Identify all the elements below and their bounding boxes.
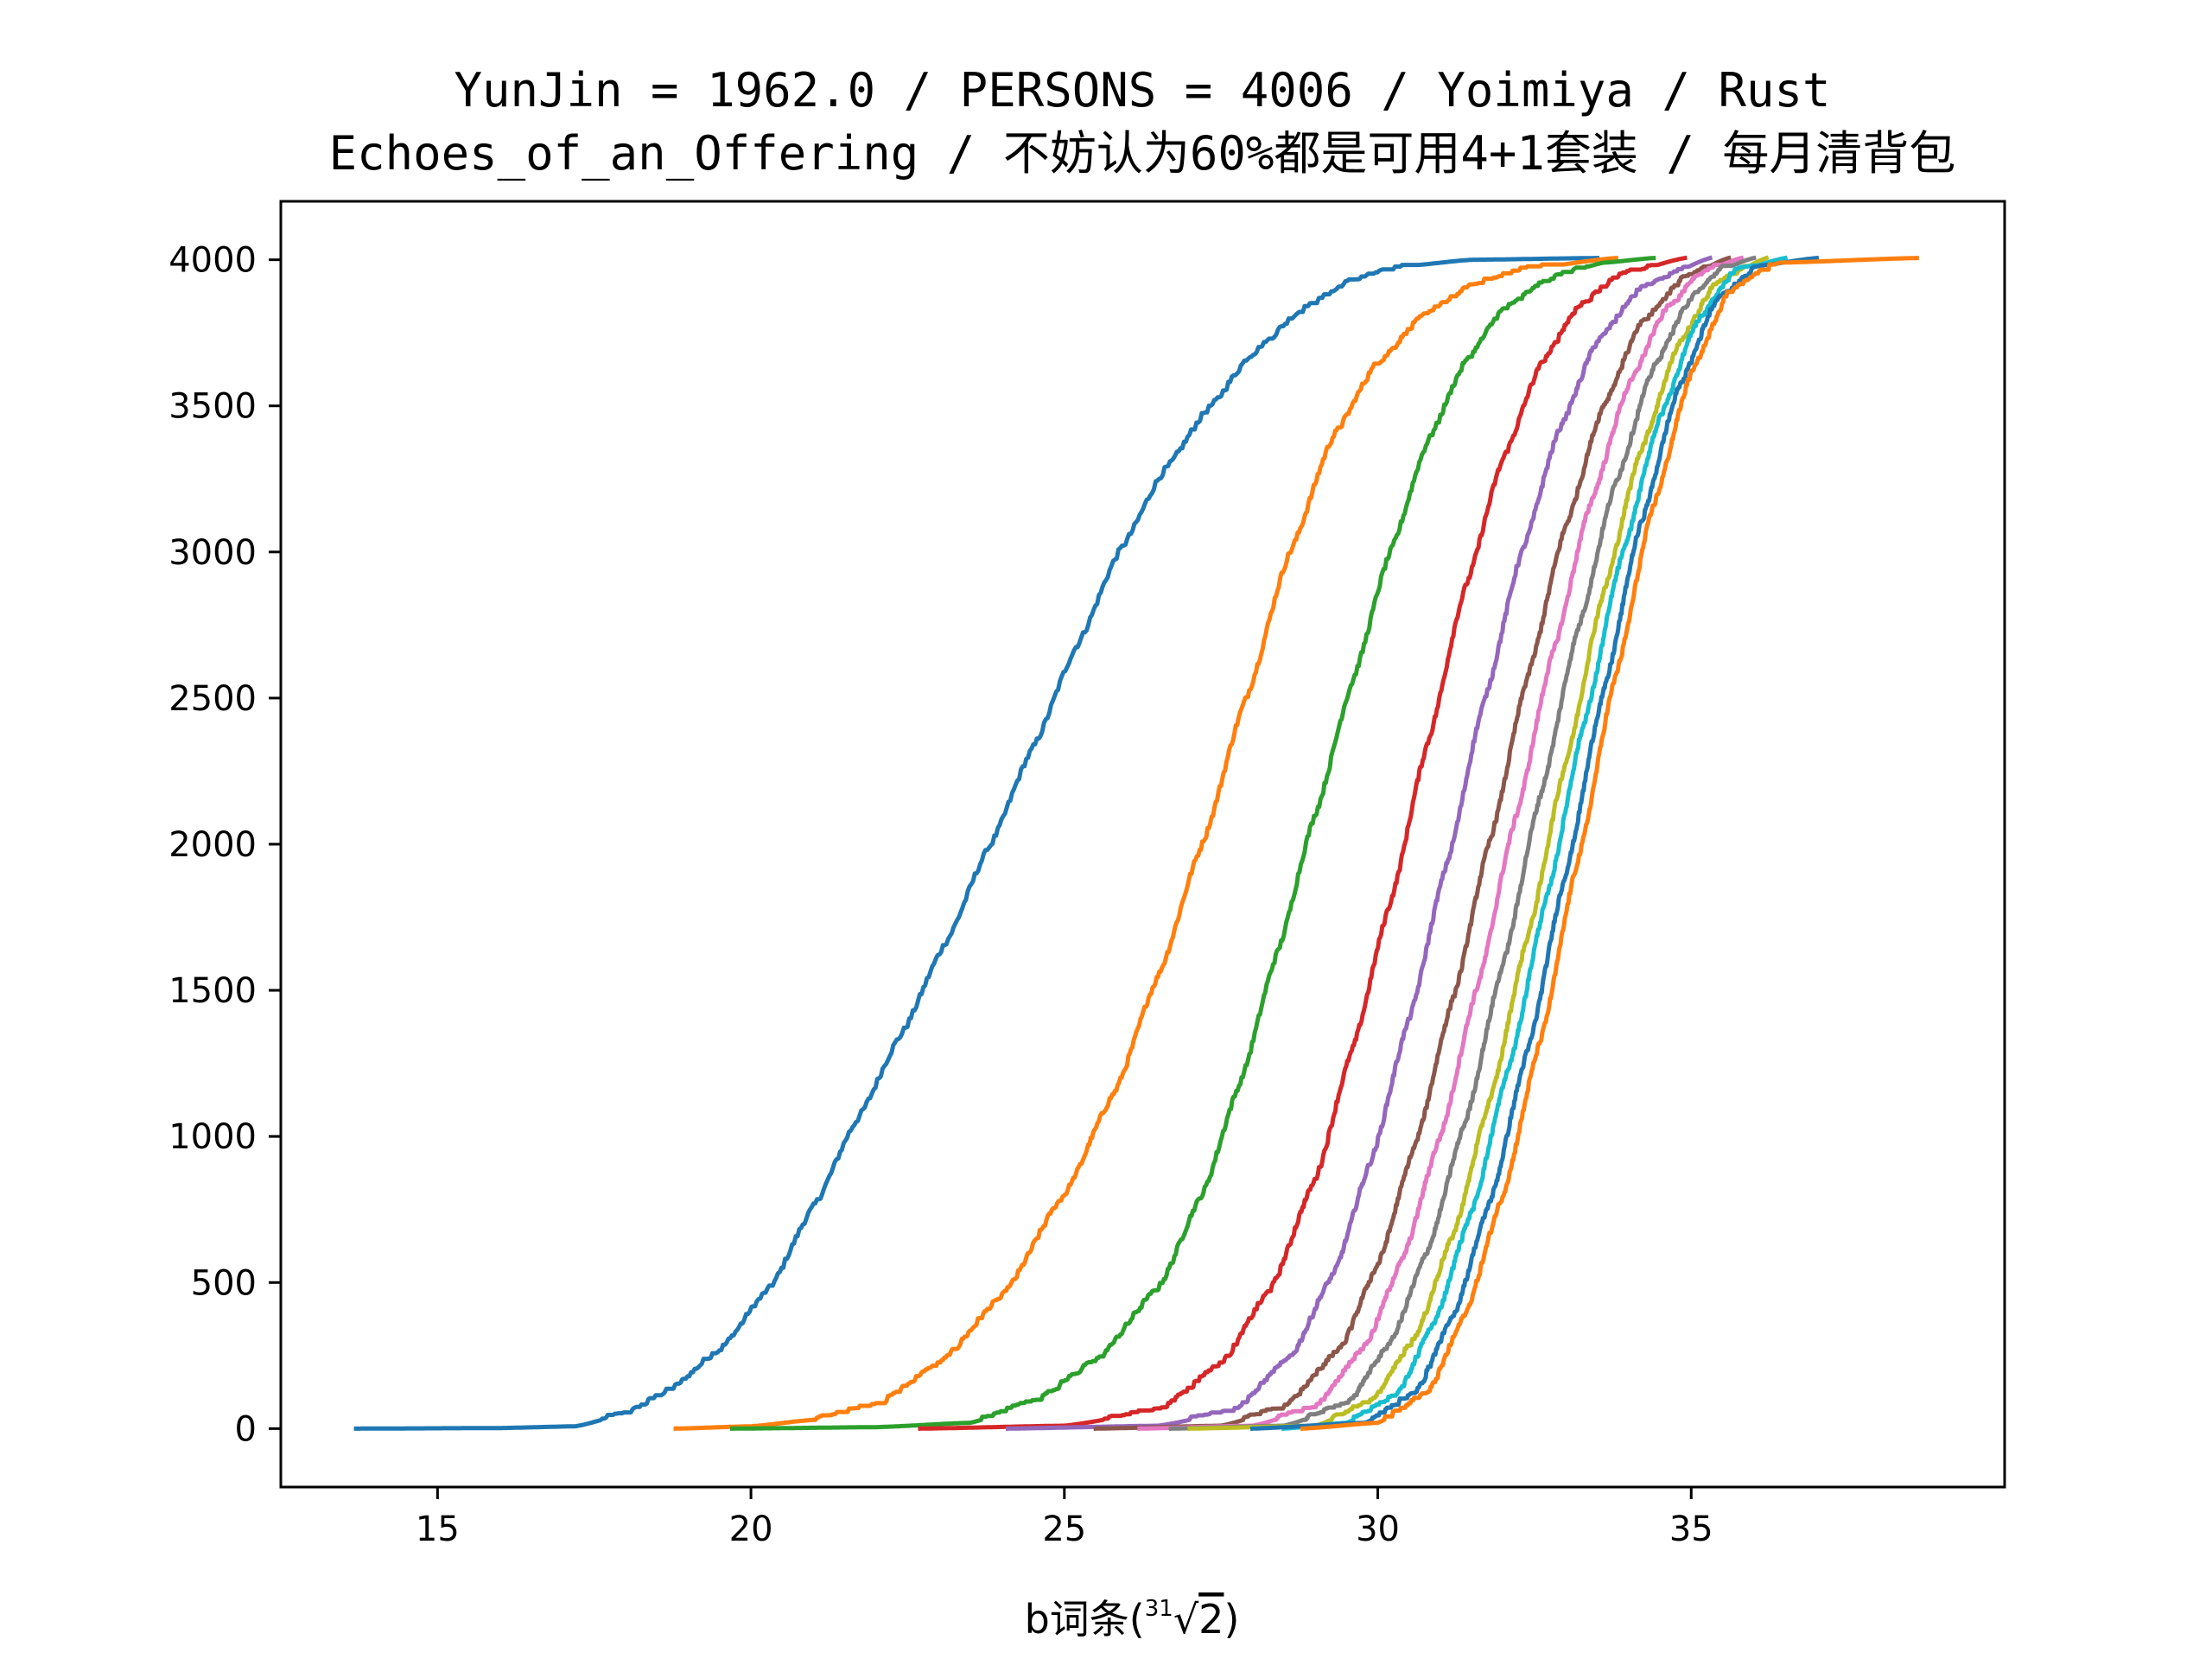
chart-title-line-1: YunJin = 1962.0 / PERSONS = 4006 / Yoimi… [454,63,1830,118]
series-line-3 [729,255,1656,1431]
x-tick-label: 30 [1356,1510,1400,1549]
y-tick-label: 1000 [168,1117,257,1157]
series-line-1 [353,256,1599,1431]
series-line-5 [1005,255,1713,1432]
series-line-7 [1137,255,1745,1432]
x-label-radicand: 2 [1198,1596,1224,1643]
x-tick-label: 25 [1042,1510,1086,1549]
y-tick-label: 0 [235,1409,257,1449]
x-label-root-index: 31 [1145,1596,1173,1622]
x-tick-label: 20 [729,1510,773,1549]
x-label-radical: √ [1173,1596,1199,1643]
y-tick-label: 1500 [168,971,257,1011]
series-line-12 [1300,256,1919,1432]
y-tick-label: 4000 [168,241,257,281]
x-tick-label: 35 [1669,1510,1713,1549]
y-tick-label: 3000 [168,533,257,573]
x-label-prefix: b词条( [1025,1596,1145,1643]
series-line-2 [673,255,1618,1432]
y-tick-label: 3500 [168,387,257,427]
y-tick-label: 2000 [168,825,257,865]
y-axis: 0 500 1000 1500 2000 2500 3000 3500 4000 [168,241,281,1449]
series-line-4 [918,255,1688,1432]
plot-frame [279,200,2006,1489]
series-layer [353,255,1919,1432]
series-line-11 [1249,255,1820,1432]
x-label-suffix: ) [1224,1596,1239,1643]
x-axis-label: b词条(31√2) [1025,1596,1240,1643]
x-tick-label: 15 [416,1510,460,1549]
chart-title-line-2: Echoes_of_an_Offering / 不妨认为60%都是可用4+1套装… [329,126,1956,181]
series-line-10 [1281,255,1789,1432]
y-tick-label: 2500 [168,679,257,719]
series-line-9 [1187,255,1770,1432]
x-axis: 15 20 25 30 35 [416,1487,1713,1549]
y-tick-label: 500 [191,1263,257,1303]
